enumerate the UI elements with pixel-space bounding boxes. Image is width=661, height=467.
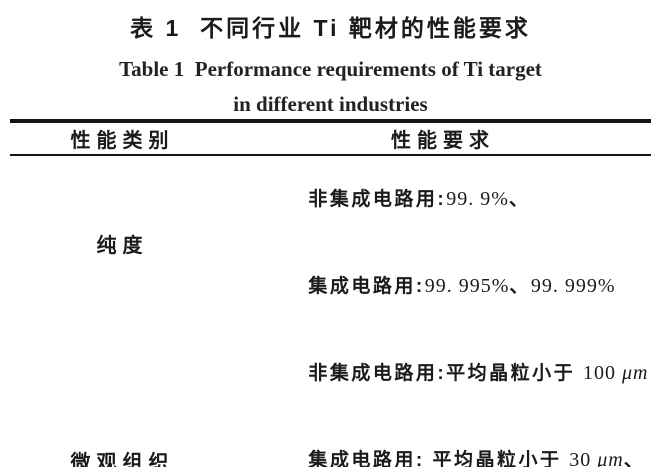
text-segment: 非集成电路用: xyxy=(308,189,447,210)
requirement-line: 非集成电路用:99. 9%、 xyxy=(245,156,651,243)
text-segment: 99. 9% xyxy=(446,188,509,210)
text-segment: 非集成电路用:平均晶粒小于 xyxy=(308,363,583,384)
text-segment: 、 xyxy=(509,276,531,297)
table-row-purity: 纯度 非集成电路用:99. 9%、 集成电路用:99. 995%、99. 999… xyxy=(10,155,651,330)
text-segment: 99. 995% xyxy=(424,275,510,297)
header-requirement: 性能要求 xyxy=(391,130,495,152)
performance-requirements-table: 性能类别 性能要求 纯度 非集成电路用:99. 9%、 集成电路用:99. 99… xyxy=(10,119,651,467)
table-header-row: 性能类别 性能要求 xyxy=(10,121,651,155)
text-segment: 、 xyxy=(623,450,646,467)
table-title-chinese: 表 1 不同行业 Ti 靶材的性能要求 xyxy=(130,15,531,41)
table-title-english-line2: in different industries xyxy=(233,92,428,116)
text-segment: μm xyxy=(597,449,624,467)
text-segment: 集成电路用: 平均晶粒小于 xyxy=(308,450,570,467)
text-segment: 、 xyxy=(508,189,531,210)
category-cell: 微观组织 xyxy=(70,452,175,467)
text-segment: μm xyxy=(621,362,649,384)
header-category: 性能类别 xyxy=(70,130,175,152)
text-segment: 集成电路用: xyxy=(308,276,425,297)
requirement-line: 集成电路用: 平均晶粒小于 30 μm、 xyxy=(245,417,651,467)
requirement-line: 集成电路用:99. 995%、99. 999% xyxy=(245,243,651,330)
requirement-cell: 非集成电路用:平均晶粒小于 100 μm 集成电路用: 平均晶粒小于 30 μm… xyxy=(235,330,651,467)
requirement-cell: 非集成电路用:99. 9%、 集成电路用:99. 995%、99. 999% xyxy=(235,155,651,330)
requirement-line: 非集成电路用:平均晶粒小于 100 μm xyxy=(245,330,651,417)
table-title-english-line1: Table 1 Performance requirements of Ti t… xyxy=(119,57,542,81)
text-segment: 99. 999% xyxy=(530,275,616,297)
text-segment: 100 xyxy=(582,362,622,384)
category-cell: 纯度 xyxy=(96,234,149,257)
table-row-microstructure: 微观组织 非集成电路用:平均晶粒小于 100 μm 集成电路用: 平均晶粒小于 … xyxy=(10,330,651,467)
text-segment: 30 xyxy=(569,449,598,467)
